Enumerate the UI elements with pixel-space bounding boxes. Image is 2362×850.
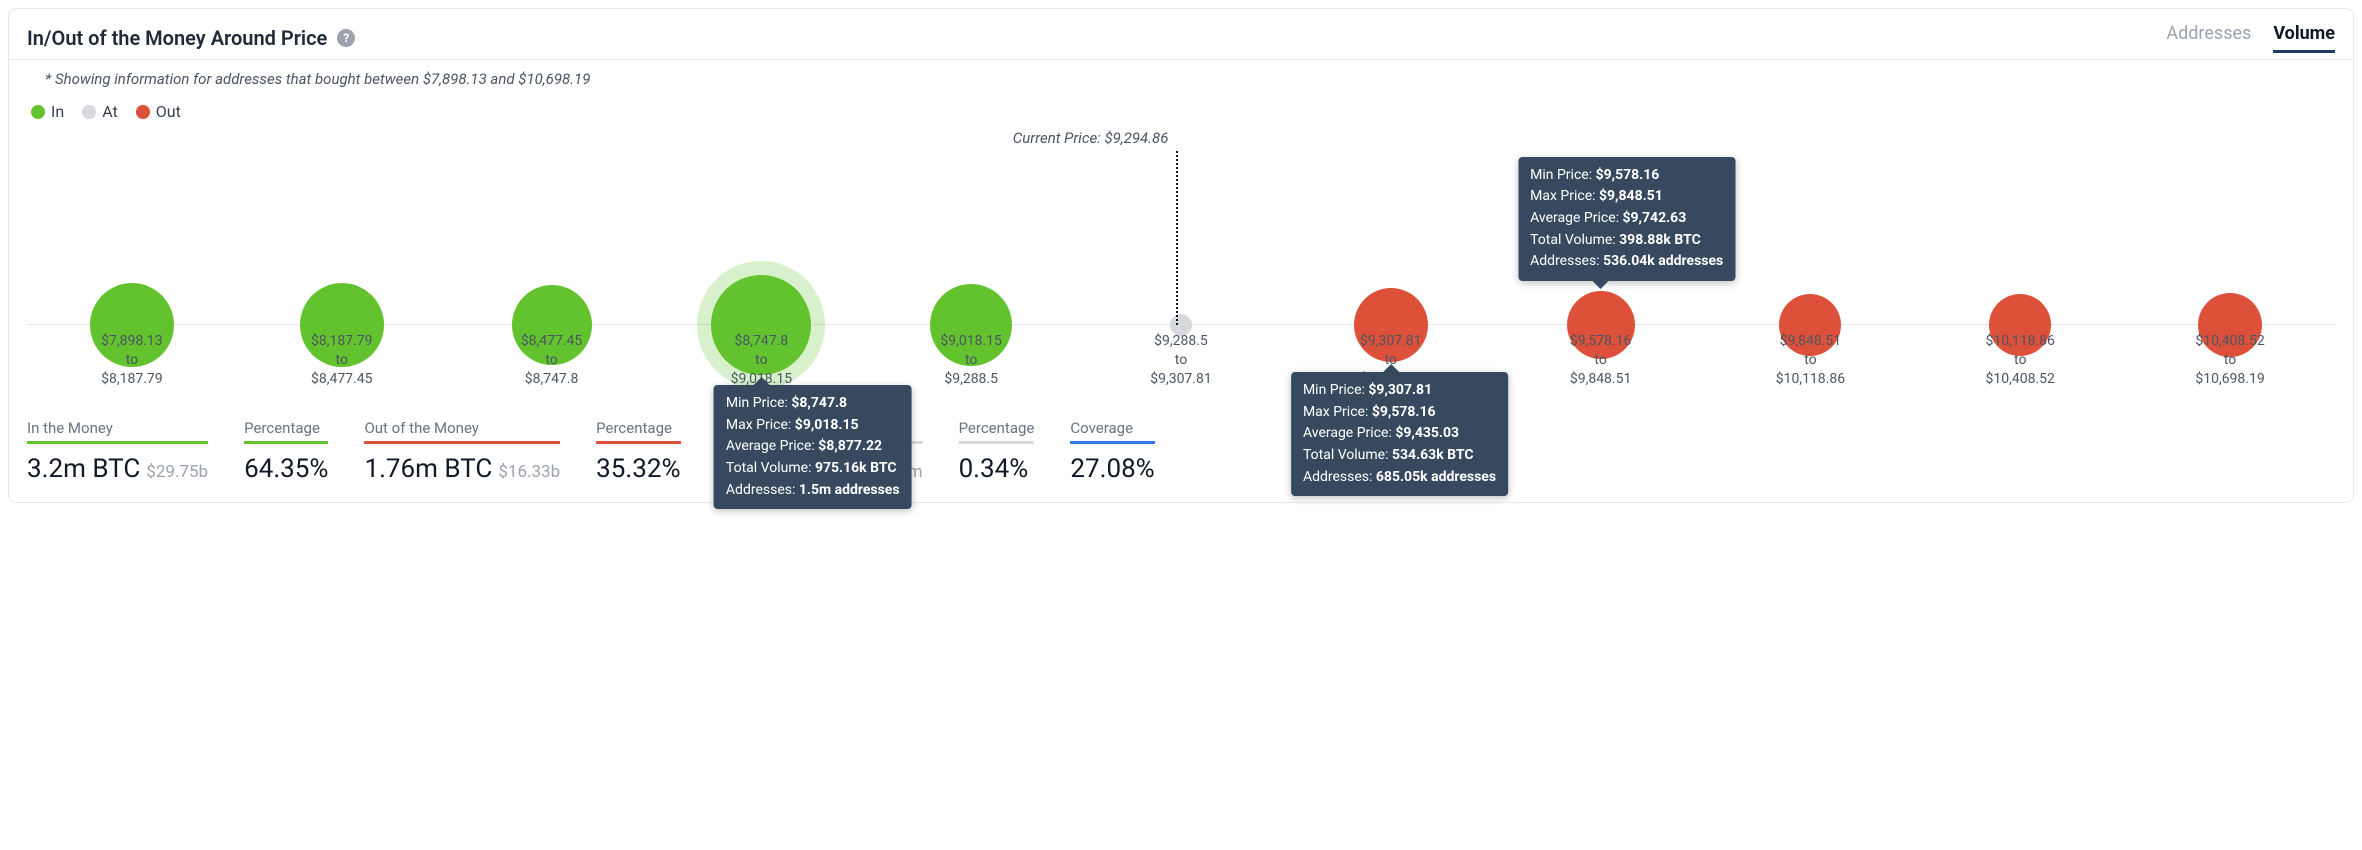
stat-value: 0.34% <box>959 454 1035 484</box>
legend-out: Out <box>136 102 181 121</box>
x-range-label: $8,477.45to$8,747.8 <box>521 332 583 389</box>
x-range-label: $8,187.79to$8,477.45 <box>311 332 373 389</box>
ioma-panel: In/Out of the Money Around Price ? Addre… <box>8 8 2354 503</box>
stat-label: In the Money <box>27 419 208 444</box>
stat-value: 1.76m BTC$16.33b <box>364 454 560 484</box>
bubble-col: $10,118.86to$10,408.52 <box>1915 151 2125 325</box>
bubble-col: $8,187.79to$8,477.45 <box>237 151 447 325</box>
bubble-col: $7,898.13to$8,187.79 <box>27 151 237 325</box>
bubble-col: $9,018.15to$9,288.5 <box>866 151 1076 325</box>
bubble-col: $8,477.45to$8,747.8 <box>447 151 657 325</box>
bubble-chart: $7,898.13to$8,187.79$8,187.79to$8,477.45… <box>27 129 2335 389</box>
x-range-label: $9,848.51to$10,118.86 <box>1776 332 1845 389</box>
x-range-label: $10,118.86to$10,408.52 <box>1986 332 2055 389</box>
stat-label: Percentage <box>596 419 680 444</box>
stat-block: Percentage 64.35% <box>244 419 328 484</box>
panel-title: In/Out of the Money Around Price <box>27 26 327 50</box>
x-range-label: $9,018.15to$9,288.5 <box>940 332 1002 389</box>
range-subtitle: * Showing information for addresses that… <box>45 70 2335 88</box>
stat-value: 64.35% <box>244 454 328 484</box>
summary-stats: In the Money 3.2m BTC$29.75b Percentage 64.… <box>27 419 2335 484</box>
stat-label: Percentage <box>959 419 1035 444</box>
stat-block: In the Money 3.2m BTC$29.75b <box>27 419 208 484</box>
stat-block: Percentage 35.32% <box>596 419 680 484</box>
chart-tooltip: Min Price: $8,747.8Max Price: $9,018.15A… <box>714 385 912 509</box>
legend-in: In <box>31 102 64 121</box>
legend: In At Out <box>31 102 2335 121</box>
bubble-col: $9,848.51to$10,118.86 <box>1706 151 1916 325</box>
bubble-col: $9,307.81to$9,578.16 <box>1286 151 1496 325</box>
bubble-row: $7,898.13to$8,187.79$8,187.79to$8,477.45… <box>27 151 2335 325</box>
legend-in-label: In <box>51 102 64 121</box>
tab-volume[interactable]: Volume <box>2273 23 2335 53</box>
x-range-label: $7,898.13to$8,187.79 <box>101 332 163 389</box>
legend-out-dot <box>136 105 150 119</box>
stat-block: Coverage 27.08% <box>1070 419 1154 484</box>
bubble-col: $9,288.5to$9,307.81 <box>1076 151 1286 325</box>
legend-at: At <box>82 102 118 121</box>
stat-block: Out of the Money 1.76m BTC$16.33b <box>364 419 560 484</box>
header-divider <box>9 59 2353 60</box>
legend-out-label: Out <box>156 102 181 121</box>
x-range-label: $9,288.5to$9,307.81 <box>1150 332 1212 389</box>
chart-tooltip: Min Price: $9,307.81Max Price: $9,578.16… <box>1291 372 1508 496</box>
stat-value: 35.32% <box>596 454 680 484</box>
stat-value: 3.2m BTC$29.75b <box>27 454 208 484</box>
chart-tooltip: Min Price: $9,578.16Max Price: $9,848.51… <box>1518 157 1735 281</box>
tab-addresses[interactable]: Addresses <box>2166 23 2251 53</box>
help-icon[interactable]: ? <box>337 29 355 47</box>
stat-value: 27.08% <box>1070 454 1154 484</box>
current-price-label: Current Price: $9,294.86 <box>1013 129 1177 147</box>
stat-block: Percentage 0.34% <box>959 419 1035 484</box>
bubble-col: $8,747.8to$9,018.15 <box>656 151 866 325</box>
legend-at-dot <box>82 105 96 119</box>
stat-label: Coverage <box>1070 419 1154 444</box>
title-wrap: In/Out of the Money Around Price ? <box>27 26 355 50</box>
view-tabs: Addresses Volume <box>2166 23 2335 53</box>
stat-label: Percentage <box>244 419 328 444</box>
bubble-col: $10,408.52to$10,698.19 <box>2125 151 2335 325</box>
current-price-line <box>1176 151 1178 325</box>
x-range-label: $9,578.16to$9,848.51 <box>1570 332 1632 389</box>
legend-at-label: At <box>102 102 118 121</box>
legend-in-dot <box>31 105 45 119</box>
x-range-label: $10,408.52to$10,698.19 <box>2195 332 2264 389</box>
panel-header: In/Out of the Money Around Price ? Addre… <box>27 23 2335 53</box>
stat-label: Out of the Money <box>364 419 560 444</box>
